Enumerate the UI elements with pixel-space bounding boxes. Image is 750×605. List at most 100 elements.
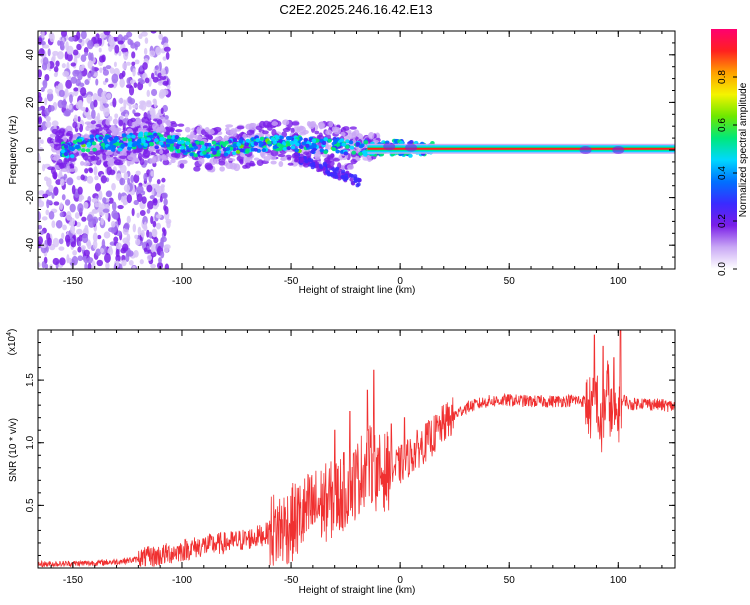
heatmap-cell <box>328 120 334 128</box>
colorbar-ticks: 0.0 0.2 0.4 0.6 0.8 <box>717 70 737 276</box>
heatmap-cell <box>271 121 279 127</box>
heatmap-cell <box>47 166 56 171</box>
heatmap-cell <box>150 263 156 269</box>
heatmap-cell <box>118 263 123 269</box>
heatmap-cell <box>232 143 238 148</box>
heatmap-cell <box>261 152 266 159</box>
heatmap-cell <box>60 31 68 38</box>
heatmap-cell <box>103 106 110 117</box>
heatmap-cell <box>80 174 85 181</box>
heatmap-cell <box>38 142 41 148</box>
heatmap-cell <box>122 200 127 206</box>
heatmap-cell <box>143 142 149 147</box>
heatmap-cell <box>323 150 328 155</box>
heatmap-cell <box>121 243 129 252</box>
heatmap-cell <box>126 150 132 154</box>
heatmap-cell <box>184 126 191 133</box>
heatmap-cell <box>293 138 298 143</box>
heatmap-cell <box>65 41 69 52</box>
heatmap-cell <box>131 134 136 139</box>
heatmap-cell <box>64 87 69 98</box>
heatmap-cell <box>165 139 171 144</box>
heatmap-cell <box>150 170 154 177</box>
heatmap-cell <box>125 61 131 66</box>
heatmap-cell <box>166 119 171 128</box>
heatmap-cell <box>216 152 221 157</box>
heatmap-cell <box>101 90 108 101</box>
heatmap-cell <box>162 159 170 166</box>
heatmap-cell <box>86 256 94 264</box>
heatmap-cell <box>161 185 165 194</box>
heatmap-cell <box>58 246 65 251</box>
spectrogram-x-ticks: -150 -100 -50 0 50 100 <box>50 31 663 287</box>
heatmap-cell <box>152 98 157 104</box>
snr-panel: -150 -100 -50 0 50 100 0.5 1.0 1.5 Height of st… <box>6 329 676 596</box>
heatmap-cell <box>46 92 54 102</box>
heatmap-cell <box>138 33 143 40</box>
heatmap-cell <box>70 76 78 84</box>
heatmap-cell <box>107 145 112 150</box>
heatmap-cell <box>201 146 206 151</box>
heatmap-cell <box>132 68 136 77</box>
heatmap-cell <box>126 233 131 243</box>
heatmap-cell <box>118 119 124 127</box>
heatmap-cell <box>193 153 199 158</box>
heatmap-cell <box>175 145 180 150</box>
heatmap-cell <box>46 199 53 205</box>
heatmap-cell <box>173 138 178 143</box>
heatmap-cell <box>290 145 296 150</box>
heatmap-cell <box>350 158 357 165</box>
heatmap-cell <box>161 227 166 233</box>
heatmap-cell <box>80 161 85 166</box>
heatmap-cell <box>140 229 145 238</box>
heatmap-cell <box>41 31 45 39</box>
heatmap-cell <box>143 247 148 252</box>
heatmap-cell <box>344 173 349 178</box>
heatmap-cell <box>48 184 54 193</box>
heatmap-cell <box>290 127 295 134</box>
heatmap-cell <box>269 155 277 161</box>
heatmap-cell <box>77 203 84 213</box>
heatmap-cell <box>44 97 48 106</box>
heatmap-cell <box>77 71 83 81</box>
heatmap-cell <box>282 127 291 132</box>
heatmap-cell <box>66 177 74 186</box>
heatmap-cell <box>310 121 317 128</box>
heatmap-cell <box>315 164 320 169</box>
heatmap-cell <box>114 44 120 54</box>
heatmap-cell <box>305 143 310 148</box>
heatmap-cell <box>112 97 117 108</box>
heatmap-cell <box>91 198 98 203</box>
heatmap-cell <box>145 101 152 108</box>
heatmap-cell <box>80 86 87 97</box>
heatmap-cell <box>358 144 364 149</box>
heatmap-cell <box>231 151 237 156</box>
heatmap-cell <box>349 173 354 178</box>
heatmap-cell <box>272 145 278 150</box>
x-tick-label: -50 <box>284 276 299 287</box>
x-tick-label: -100 <box>172 575 192 586</box>
heatmap-cell <box>298 136 303 141</box>
heatmap-cell <box>612 146 625 154</box>
heatmap-cell <box>126 84 133 89</box>
heatmap-cell <box>155 46 162 56</box>
heatmap-cell <box>61 63 66 69</box>
snr-frame <box>37 329 676 569</box>
heatmap-cell <box>86 94 93 104</box>
heatmap-cell <box>105 150 113 156</box>
heatmap-cell <box>314 155 321 160</box>
heatmap-cell <box>84 262 88 269</box>
heatmap-cell <box>270 137 276 142</box>
heatmap-cell <box>41 216 48 221</box>
heatmap-cell <box>333 139 338 144</box>
heatmap-cell <box>259 141 264 146</box>
heatmap-cell <box>47 88 53 95</box>
heatmap-cell <box>130 174 135 184</box>
heatmap-cell <box>152 229 157 238</box>
heatmap-cell <box>139 210 146 217</box>
heatmap-cell <box>58 238 64 245</box>
heatmap-cell <box>111 182 116 191</box>
x-tick-label: 100 <box>610 276 627 287</box>
y-tick-label: -20 <box>25 190 36 205</box>
snr-x-label: Height of straight line (km) <box>299 585 416 596</box>
